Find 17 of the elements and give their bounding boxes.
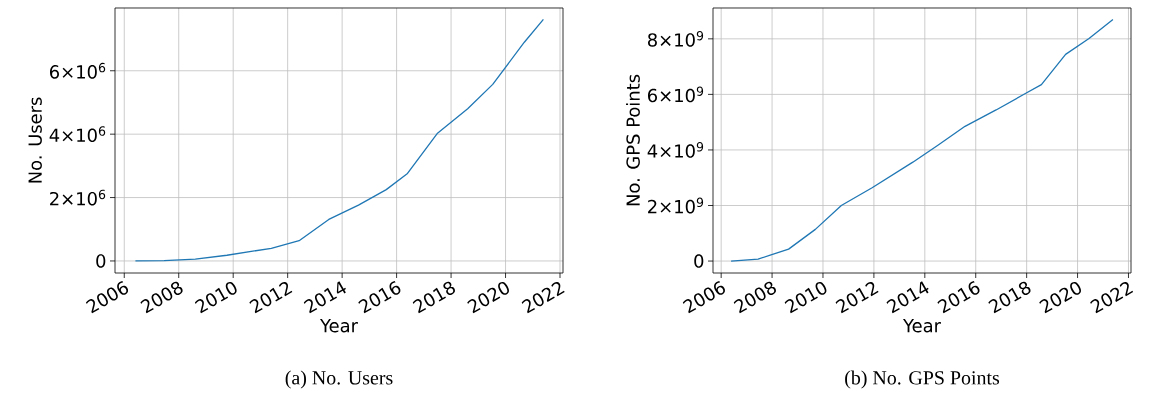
x-axis-title: Year <box>319 319 358 333</box>
line-series <box>730 18 1114 262</box>
y-axis-title: No. GPS Points <box>626 74 640 206</box>
x-axis-title: Year <box>903 319 942 333</box>
y-tick-label: 0 <box>694 254 704 268</box>
line-series <box>134 18 545 262</box>
y-tick-label: 4×10$^{9}$ <box>647 142 704 158</box>
text: (b) No. GPS Points <box>845 370 1000 389</box>
y-tick-label: 2×10$^{6}$ <box>50 189 106 206</box>
y-tick-label: 8×10$^{9}$ <box>647 30 704 47</box>
y-tick-label: 4×10$^{6}$ <box>49 126 106 143</box>
y-tick-label: 6×10$^{6}$ <box>50 62 106 79</box>
text: (a) No. Users <box>285 370 393 389</box>
y-tick-label: 0 <box>96 254 106 268</box>
y-tick-label: 2×10$^{9}$ <box>648 197 704 214</box>
y-axis-title: No. Users <box>28 97 42 183</box>
y-tick-label: 6×10$^{9}$ <box>648 86 704 103</box>
